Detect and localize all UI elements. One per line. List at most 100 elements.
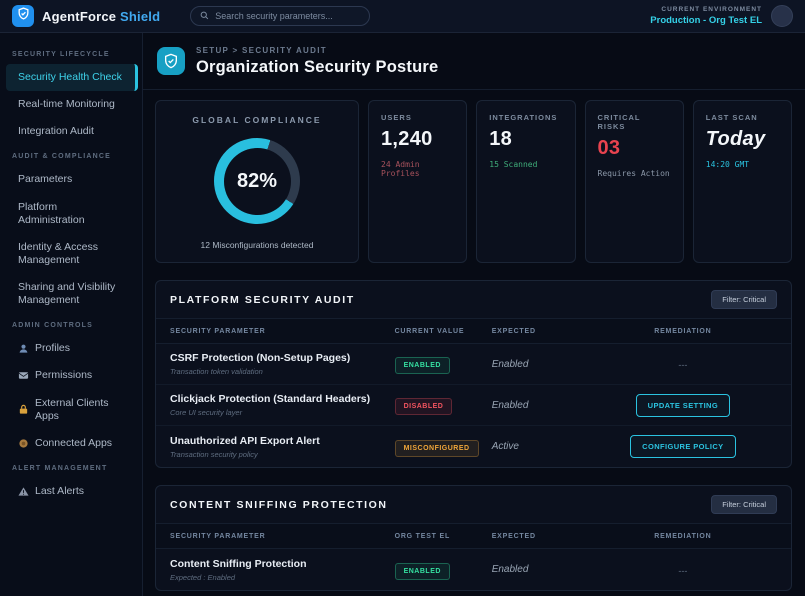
sidebar-item-parameters[interactable]: Parameters	[6, 166, 136, 193]
update-setting-button[interactable]: UPDATE SETTING	[635, 393, 731, 417]
integrations-note: 15 Scanned	[489, 160, 538, 169]
current-value-cell: DISABLED	[394, 395, 492, 415]
search-input[interactable]	[215, 11, 361, 21]
critical-risks-label: CRITICAL RISKS	[597, 113, 641, 131]
sidebar-item-label: Connected Apps	[35, 436, 113, 449]
parameter-description: Transaction security policy	[170, 449, 258, 459]
integrations-card: INTEGRATIONS 18 15 Scanned	[476, 100, 576, 263]
content-sniffing-header: CONTENT SNIFFING PROTECTION Filter: Crit…	[156, 486, 791, 523]
search-icon	[200, 7, 209, 25]
column-header-expected: EXPECTED	[491, 532, 536, 540]
sidebar-item-security-health-check[interactable]: Security Health Check	[6, 64, 138, 92]
content-sniffing-title: CONTENT SNIFFING PROTECTION	[170, 498, 388, 511]
column-header-security-parameter: SECURITY PARAMETER	[170, 532, 266, 540]
compliance-percent: 82%	[236, 169, 278, 192]
sidebar-item-platform-administration[interactable]: Platform Administration	[6, 194, 136, 234]
table-row-unauthorized-api-export: Unauthorized API Export Alert Transactio…	[156, 426, 791, 467]
users-value: 1,240	[381, 128, 433, 150]
brand-title: AgentForce Shield	[42, 9, 160, 24]
parameter-cell: Content Sniffing Protection Expected : E…	[170, 558, 395, 582]
content-sniffing-column-headers: SECURITY PARAMETER ORG TEST EL EXPECTED …	[156, 523, 791, 549]
parameter-description: Transaction token validation	[170, 367, 263, 376]
environment-value: Production - Org Test EL	[650, 15, 762, 26]
sidebar-item-external-clients-apps[interactable]: External Clients Apps	[6, 390, 136, 430]
sidebar-item-label: Integration Audit	[18, 125, 94, 138]
search-bar[interactable]	[190, 6, 371, 26]
sidebar-item-realtime-monitoring[interactable]: Real-time Monitoring	[6, 91, 136, 118]
column-header-security-parameter: SECURITY PARAMETER	[170, 327, 266, 335]
global-compliance-card: GLOBAL COMPLIANCE 82% 12 Misconfiguratio…	[155, 100, 359, 263]
sidebar-item-label: Parameters	[18, 173, 73, 186]
sidebar-item-permissions[interactable]: Permissions	[6, 362, 136, 389]
integrations-value: 18	[489, 128, 513, 150]
sidebar-item-integration-audit[interactable]: Integration Audit	[6, 118, 136, 145]
sidebar-item-identity-access-management[interactable]: Identity & Access Management	[6, 234, 136, 274]
remediation-dash: ---	[678, 360, 688, 370]
sidebar-item-label: Profiles	[35, 342, 71, 355]
shield-logo-icon	[17, 7, 30, 25]
sidebar-item-label: Identity & Access Management	[18, 240, 98, 266]
expected-value: Enabled	[491, 564, 529, 575]
current-value-cell: ENABLED	[394, 560, 492, 580]
parameter-name: CSRF Protection (Non-Setup Pages)	[170, 352, 351, 364]
warning-icon	[18, 486, 29, 497]
topbar-right: CURRENT ENVIRONMENT Production - Org Tes…	[650, 5, 793, 27]
parameter-cell: Clickjack Protection (Standard Headers) …	[170, 393, 395, 417]
environment-label: CURRENT ENVIRONMENT	[661, 6, 762, 13]
parameter-cell: Unauthorized API Export Alert Transactio…	[170, 435, 395, 459]
sidebar-item-label: Platform Administration	[18, 200, 85, 226]
platform-audit-title: PLATFORM SECURITY AUDIT	[170, 293, 355, 306]
sidebar-section-admin-controls: ADMIN CONTROLS	[12, 322, 93, 330]
remediation-cell: ---	[589, 355, 777, 373]
filter-critical-button[interactable]: Filter: Critical	[711, 495, 777, 514]
parameter-name: Content Sniffing Protection	[170, 557, 307, 570]
users-label: USERS	[381, 113, 412, 122]
lock-icon	[18, 404, 29, 415]
plug-icon	[18, 438, 29, 449]
last-scan-note: 14:20 GMT	[705, 160, 750, 169]
critical-risks-card: CRITICAL RISKS 03 Requires Action	[584, 100, 684, 263]
remediation-cell: ---	[589, 561, 777, 579]
breadcrumb: SETUP > SECURITY AUDIT	[196, 45, 327, 55]
remediation-dash: ---	[678, 565, 688, 576]
content: GLOBAL COMPLIANCE 82% 12 Misconfiguratio…	[143, 90, 805, 596]
avatar[interactable]	[771, 5, 793, 27]
parameter-cell: CSRF Protection (Non-Setup Pages) Transa…	[170, 352, 395, 376]
sidebar-section-alert-management: ALERT MANAGEMENT	[12, 464, 108, 472]
sidebar-item-label: Real-time Monitoring	[18, 98, 115, 111]
sidebar-section-security-lifecycle: SECURITY LIFECYCLE	[12, 51, 110, 58]
column-header-current-value: CURRENT VALUE	[394, 327, 465, 335]
sidebar-item-label: Last Alerts	[35, 484, 85, 497]
stats-row: GLOBAL COMPLIANCE 82% 12 Misconfiguratio…	[155, 100, 792, 263]
platform-audit-column-headers: SECURITY PARAMETER CURRENT VALUE EXPECTE…	[156, 318, 791, 344]
main-area: SETUP > SECURITY AUDIT Organization Secu…	[143, 33, 805, 596]
status-badge: DISABLED	[394, 398, 453, 415]
global-compliance-label: GLOBAL COMPLIANCE	[192, 115, 322, 125]
configure-policy-button[interactable]: CONFIGURE POLICY	[630, 435, 736, 458]
last-scan-card: LAST SCAN Today 14:20 GMT	[692, 100, 792, 263]
integrations-label: INTEGRATIONS	[489, 113, 558, 122]
sidebar-item-profiles[interactable]: Profiles	[6, 335, 136, 362]
brand-name: AgentForce	[42, 8, 117, 24]
platform-security-audit-section: PLATFORM SECURITY AUDIT Filter: Critical…	[155, 280, 792, 468]
app-logo	[12, 5, 34, 27]
parameter-name: Clickjack Protection (Standard Headers)	[170, 393, 371, 405]
sidebar-item-label: External Clients Apps	[35, 396, 109, 422]
current-value-cell: ENABLED	[394, 354, 492, 374]
sidebar-item-sharing-visibility-management[interactable]: Sharing and Visibility Management	[6, 274, 136, 314]
critical-risks-note: Requires Action	[597, 169, 670, 178]
sidebar-item-label: Security Health Check	[18, 71, 122, 83]
sidebar-item-last-alerts[interactable]: Last Alerts	[6, 478, 136, 505]
users-note: 24 Admin Profiles	[381, 160, 420, 178]
page-title: Organization Security Posture	[196, 57, 439, 76]
column-header-expected: EXPECTED	[491, 327, 536, 335]
content-sniffing-section: CONTENT SNIFFING PROTECTION Filter: Crit…	[155, 485, 792, 591]
last-scan-value: Today	[705, 128, 766, 150]
mail-icon	[18, 370, 29, 381]
sidebar-item-connected-apps[interactable]: Connected Apps	[6, 430, 136, 457]
table-row-clickjack-protection: Clickjack Protection (Standard Headers) …	[156, 385, 791, 426]
filter-critical-button[interactable]: Filter: Critical	[711, 290, 777, 309]
misconfigurations-note: 12 Misconfigurations detected	[200, 240, 314, 250]
column-header-org-test-el: ORG TEST EL	[394, 532, 451, 540]
